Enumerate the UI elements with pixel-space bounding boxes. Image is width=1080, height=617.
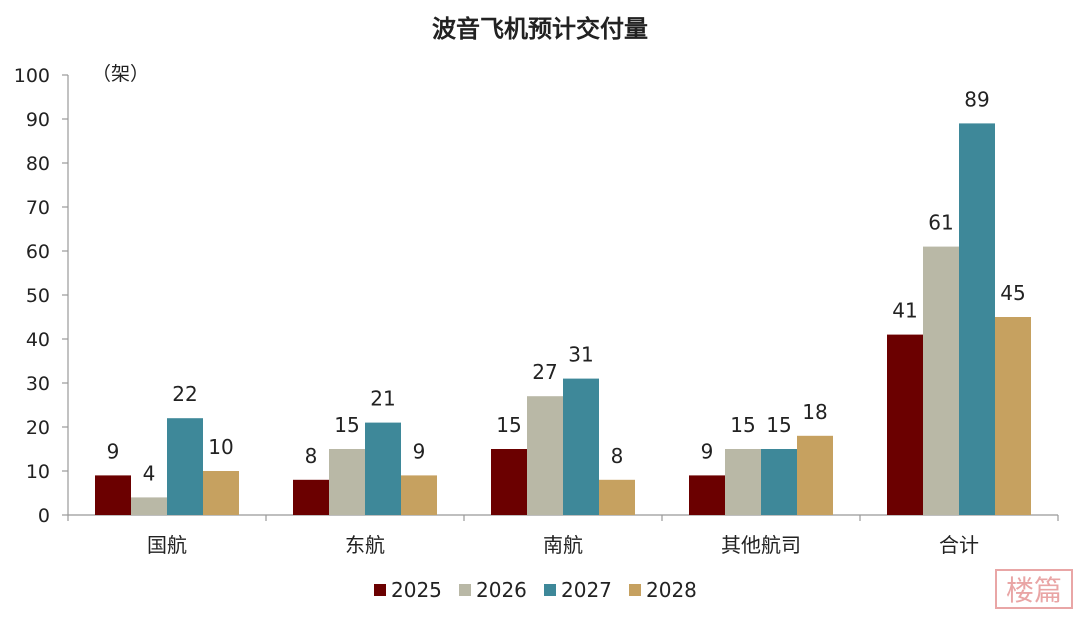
legend: 2025 2026 2027 2028 — [374, 578, 697, 602]
bar-2027 — [365, 422, 401, 515]
x-category-label: 其他航司 — [721, 533, 801, 557]
data-label-2026: 27 — [532, 360, 557, 384]
bar-2025 — [95, 475, 131, 515]
legend-label-2025: 2025 — [391, 578, 442, 602]
legend-swatch-2026 — [459, 584, 471, 596]
bar-2026 — [131, 497, 167, 515]
y-tick-label: 60 — [26, 241, 50, 263]
y-tick-label: 30 — [26, 373, 50, 395]
bar-2028 — [599, 479, 635, 515]
legend-swatch-2025 — [374, 584, 386, 596]
y-tick-label: 90 — [26, 109, 50, 131]
data-label-2028: 45 — [1000, 281, 1025, 305]
y-tick-label: 50 — [26, 285, 50, 307]
x-category-label: 东航 — [345, 533, 385, 557]
y-axis-unit-label: （架） — [92, 63, 149, 85]
data-label-2027: 31 — [568, 343, 593, 367]
data-label-2028: 18 — [802, 400, 827, 424]
data-label-2027: 15 — [766, 413, 791, 437]
watermark-stamp: 楼篇 — [995, 569, 1073, 609]
y-tick-label: 10 — [26, 461, 50, 483]
data-label-2025: 9 — [107, 439, 120, 463]
bar-2026 — [527, 396, 563, 515]
data-label-2027: 22 — [172, 382, 197, 406]
bar-2027 — [563, 378, 599, 515]
y-axis: 0 10 20 30 40 50 60 70 80 90 100 — [14, 65, 69, 527]
bar-2026 — [329, 449, 365, 515]
y-tick-label: 0 — [38, 505, 50, 527]
watermark-border — [995, 569, 1073, 609]
data-label-2025: 41 — [892, 299, 917, 323]
bar-2027 — [761, 449, 797, 515]
y-tick-label: 80 — [26, 153, 50, 175]
data-label-2028: 9 — [413, 439, 426, 463]
data-label-2027: 89 — [964, 87, 989, 111]
legend-swatch-2028 — [629, 584, 641, 596]
y-tick-label: 20 — [26, 417, 50, 439]
bars-group — [95, 123, 1031, 516]
y-tick-label: 70 — [26, 197, 50, 219]
data-label-2025: 9 — [701, 439, 714, 463]
x-axis: 国航 东航 南航 其他航司 合计 — [67, 514, 1059, 557]
data-label-2028: 10 — [208, 435, 233, 459]
data-label-2025: 8 — [305, 444, 318, 468]
x-category-label: 南航 — [543, 533, 583, 557]
x-category-label: 国航 — [147, 533, 187, 557]
bar-2025 — [491, 449, 527, 515]
watermark-text: 楼篇 — [1006, 574, 1062, 607]
data-label-2026: 61 — [928, 211, 953, 235]
bar-2027 — [959, 123, 995, 516]
bar-2026 — [725, 449, 761, 515]
data-label-2028: 8 — [611, 444, 624, 468]
data-label-2026: 15 — [334, 413, 359, 437]
bar-2027 — [167, 418, 203, 515]
data-label-2025: 15 — [496, 413, 521, 437]
bar-2025 — [887, 334, 923, 515]
legend-label-2027: 2027 — [561, 578, 612, 602]
bar-2025 — [293, 479, 329, 515]
bar-2028 — [995, 317, 1031, 515]
y-tick-label: 100 — [14, 65, 50, 87]
legend-label-2026: 2026 — [476, 578, 527, 602]
legend-swatch-2027 — [544, 584, 556, 596]
y-tick-label: 40 — [26, 329, 50, 351]
bar-2028 — [401, 475, 437, 515]
bar-2026 — [923, 246, 959, 515]
legend-label-2028: 2028 — [646, 578, 697, 602]
data-label-2026: 15 — [730, 413, 755, 437]
x-category-label: 合计 — [939, 533, 979, 557]
data-label-2026: 4 — [143, 461, 156, 485]
bar-2028 — [797, 435, 833, 515]
data-label-2027: 21 — [370, 387, 395, 411]
chart-title: 波音飞机预计交付量 — [432, 15, 648, 43]
bar-2028 — [203, 471, 239, 515]
bar-2025 — [689, 475, 725, 515]
